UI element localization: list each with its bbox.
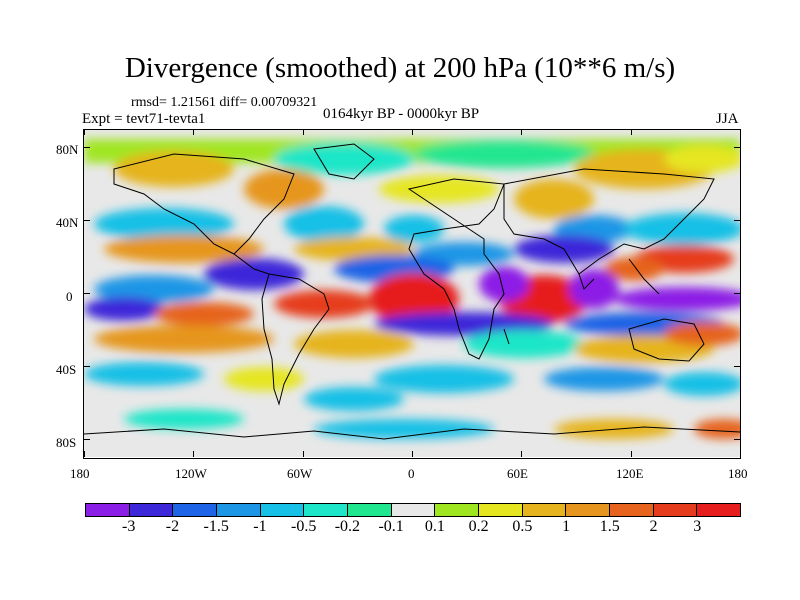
x-tick-label: 60W	[287, 466, 313, 481]
colorbar-label: -1	[253, 518, 267, 535]
x-tick	[740, 129, 741, 135]
x-tick	[412, 451, 413, 457]
x-tick	[521, 451, 523, 457]
y-tick	[734, 365, 740, 367]
x-tick	[84, 129, 85, 135]
y-tick	[734, 293, 740, 294]
colorbar	[85, 503, 742, 517]
y-tick	[84, 293, 90, 294]
colorbar-cell	[85, 503, 130, 517]
colorbar-label: 1	[562, 518, 571, 535]
colorbar-label: -1.5	[203, 518, 229, 535]
colorbar-label: -0.5	[290, 518, 317, 535]
colorbar-label: 3	[693, 518, 702, 535]
x-tick-label: 60E	[507, 466, 528, 481]
colorbar-label: 0.5	[512, 518, 533, 535]
map-field	[84, 129, 740, 457]
x-tick-label: 0	[408, 466, 415, 481]
y-tick	[84, 438, 90, 440]
x-tick	[302, 129, 304, 135]
colorbar-label: 2	[649, 518, 658, 535]
y-tick	[734, 220, 740, 222]
x-tick	[412, 129, 413, 135]
y-tick-label: 40S	[56, 362, 77, 377]
colorbar-cell	[216, 503, 261, 517]
colorbar-cell	[521, 503, 567, 517]
colorbar-cell	[390, 503, 436, 517]
colorbar-cell	[478, 503, 523, 517]
colorbar-cell	[347, 503, 392, 517]
colorbar-cell	[434, 503, 480, 517]
colorbar-cell	[259, 503, 305, 517]
stats-line: rmsd= 1.21561 diff= 0.00709321	[131, 95, 318, 110]
x-tick-label: 180	[728, 466, 748, 481]
x-tick-label: 120W	[175, 466, 207, 481]
y-tick	[84, 220, 90, 222]
y-tick	[734, 438, 740, 440]
colorbar-label: 0.2	[468, 518, 489, 535]
x-tick	[302, 451, 304, 457]
y-tick-label: 80N	[56, 142, 79, 157]
colorbar-label: -0.1	[378, 518, 404, 535]
colorbar-label: 1.5	[599, 518, 620, 535]
colorbar-label: -0.2	[334, 518, 361, 535]
colorbar-cell	[172, 503, 218, 517]
y-tick-label: 0	[66, 289, 73, 304]
x-tick-label: 120E	[616, 466, 644, 481]
colorbar-cell	[609, 503, 654, 517]
period-label: 0164kyr BP - 0000kyr BP	[323, 106, 480, 122]
map-title: Divergence (smoothed) at 200 hPa (10**6 …	[124, 52, 676, 84]
coastlines	[84, 143, 740, 440]
colorbar-cell	[696, 503, 742, 517]
divergence-field	[84, 139, 740, 439]
season-label: JJA	[716, 111, 739, 127]
x-tick	[193, 129, 195, 135]
x-tick	[630, 129, 632, 135]
x-tick-label: 180	[70, 466, 90, 481]
x-tick	[193, 451, 195, 457]
colorbar-cell	[128, 503, 174, 517]
y-tick	[84, 365, 90, 367]
colorbar-label: 0.1	[424, 518, 445, 535]
y-tick-label: 40N	[56, 215, 79, 230]
experiment-label: Expt = tevt71-tevta1	[82, 111, 206, 127]
x-tick	[521, 129, 523, 135]
colorbar-cell	[303, 503, 349, 517]
y-tick-label: 80S	[56, 435, 77, 450]
colorbar-label: -3	[122, 518, 136, 535]
colorbar-cell	[652, 503, 698, 517]
y-tick	[84, 147, 90, 149]
y-tick	[734, 147, 740, 149]
colorbar-cell	[565, 503, 611, 517]
x-tick	[84, 451, 85, 457]
colorbar-label: -2	[165, 518, 180, 535]
x-tick	[740, 451, 741, 457]
x-tick	[630, 451, 632, 457]
divergence-map	[84, 129, 740, 457]
